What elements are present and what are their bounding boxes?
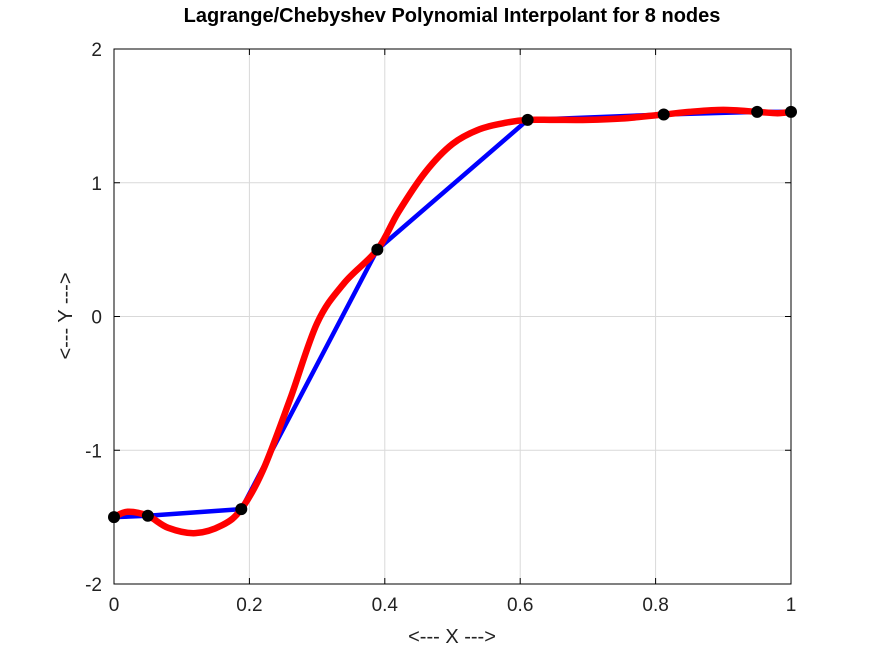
x-tick-label: 0.8 [642, 595, 668, 616]
x-tick-label: 0 [109, 595, 120, 616]
node-point [141, 509, 154, 522]
y-tick-label: 0 [91, 308, 102, 329]
x-tick-label: 0.2 [236, 595, 262, 616]
y-tick-label: 2 [91, 40, 102, 61]
node-point [751, 105, 764, 118]
node-point [371, 243, 384, 256]
node-point [108, 511, 120, 524]
x-axis-label: <--- X ---> [408, 626, 496, 648]
axis-ticks: 0 0.2 0.4 0.6 0.8 1 -2 -1 0 1 2 [85, 40, 796, 616]
node-point [657, 108, 670, 121]
y-tick-label: -1 [85, 441, 102, 462]
y-tick-label: -2 [85, 575, 102, 596]
y-axis-label: <--- Y ---> [55, 272, 77, 359]
grid [113, 48, 792, 585]
series-line-linear [111, 109, 794, 520]
x-tick-label: 0.6 [507, 595, 533, 616]
node-point [785, 105, 797, 118]
x-tick-label: 0.4 [372, 595, 399, 616]
nodes-layer [108, 105, 797, 524]
series-layer [110, 106, 795, 537]
node-point [521, 113, 534, 126]
series-line-interpolant [110, 106, 795, 537]
chart-title: Lagrange/Chebyshev Polynomial Interpolan… [184, 5, 721, 27]
y-tick-label: 1 [91, 174, 102, 195]
node-point [235, 503, 248, 516]
x-tick-label: 1 [786, 595, 797, 616]
